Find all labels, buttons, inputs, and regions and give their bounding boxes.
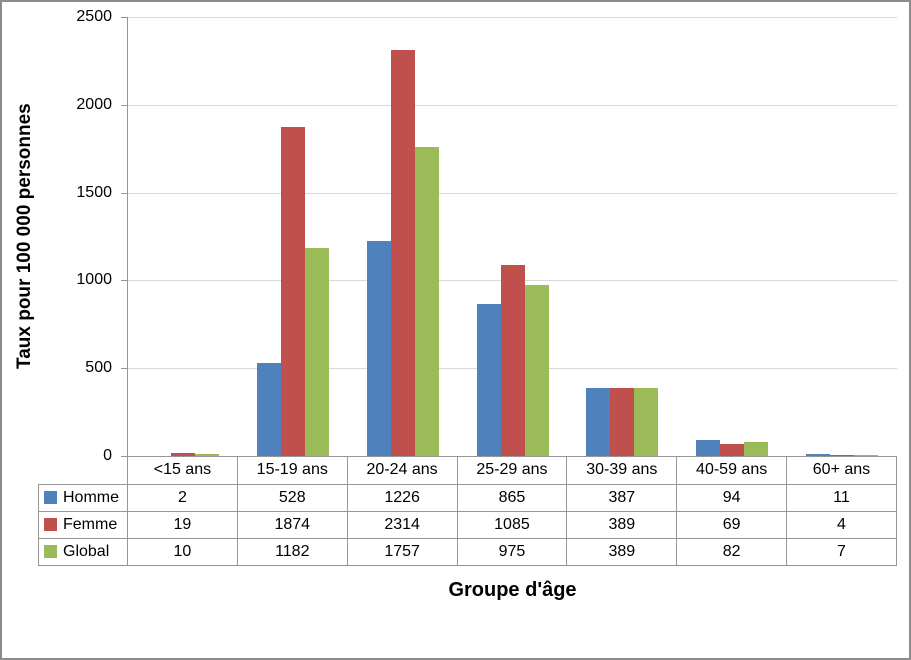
bar-homme-60-ans [806,454,831,456]
value-global-15-ans: 10 [127,537,238,566]
value-global-25-29-ans: 975 [456,537,568,566]
table-row-homme: Homme 2 528 1226 865 387 94 11 [38,483,897,512]
bar-homme-15-19-ans [256,363,281,456]
y-tick-mark-500 [121,368,128,370]
table-row-femme: Femme 19 1874 2314 1085 389 69 4 [38,510,897,539]
bar-femme-40-59-ans [720,443,745,456]
category-label-30-39-ans: 30-39 ans [566,456,678,485]
value-femme-40-59-ans: 69 [676,510,788,539]
value-femme-60-ans: 4 [786,510,897,539]
bar-homme-30-39-ans [586,388,611,456]
bar-femme-15-19-ans [280,126,305,456]
bar-homme-25-29-ans [476,304,501,456]
category-label-20-24-ans: 20-24 ans [346,456,458,485]
y-tick-label-500: 500 [85,359,112,377]
bar-femme-30-39-ans [610,387,635,456]
gridline-1500 [128,192,897,194]
value-femme-20-24-ans: 2314 [346,510,458,539]
bar-global-30-39-ans [634,387,659,456]
bar-homme-15-ans [146,455,171,456]
legend-label-homme: Homme [63,488,120,506]
legend-swatch-femme [44,518,57,531]
gridline-2000 [128,104,897,106]
y-axis-line [127,17,128,457]
value-homme-20-24-ans: 1226 [346,483,458,512]
bar-homme-20-24-ans [366,240,391,456]
bar-global-20-24-ans [414,147,439,456]
legend-label-femme: Femme [63,515,118,533]
legend-swatch-global [44,545,57,558]
legend-cell-global: Global [38,537,128,566]
table-corner-empty [39,456,128,484]
bar-global-15-19-ans [304,248,329,456]
y-tick-label-0: 0 [103,447,112,464]
value-homme-40-59-ans: 94 [676,483,788,512]
value-global-30-39-ans: 389 [566,537,678,566]
legend-cell-homme: Homme [38,483,128,512]
bar-homme-40-59-ans [696,439,721,456]
value-global-15-19-ans: 1182 [236,537,348,566]
legend-label-global: Global [63,542,110,560]
y-tick-mark-2500 [121,17,128,18]
category-label-15-19-ans: 15-19 ans [236,456,348,485]
bar-global-40-59-ans [744,441,769,456]
category-label-40-59-ans: 40-59 ans [676,456,788,485]
y-tick-label-1500: 1500 [76,183,112,201]
value-femme-15-ans: 19 [127,510,238,539]
value-femme-30-39-ans: 389 [566,510,678,539]
bar-femme-15-ans [170,452,195,456]
y-axis-title: Taux pour 100 000 personnes [14,103,35,370]
value-homme-30-39-ans: 387 [566,483,678,512]
bar-femme-20-24-ans [390,49,415,456]
y-tick-label-1000: 1000 [76,271,112,289]
bar-global-15-ans [194,454,219,456]
y-tick-mark-1000 [121,280,128,282]
value-femme-25-29-ans: 1085 [456,510,568,539]
value-homme-15-19-ans: 528 [236,483,348,512]
gridline-2500 [128,17,897,18]
bar-femme-25-29-ans [500,265,525,456]
bar-femme-60-ans [830,455,855,456]
data-table: <15 ans 15-19 ans 20-24 ans 25-29 ans 30-39 … [38,456,897,566]
value-homme-25-29-ans: 865 [456,483,568,512]
table-row-global: Global 10 1182 1757 975 389 82 7 [38,537,897,566]
bar-global-60-ans [854,454,879,456]
y-tick-mark-2000 [121,104,128,106]
y-tick-label-2000: 2000 [76,95,112,113]
x-axis-title: Groupe d'âge [448,579,577,601]
value-global-60-ans: 7 [786,537,897,566]
category-label-15-ans: <15 ans [127,456,238,485]
value-homme-15-ans: 2 [127,483,238,512]
value-homme-60-ans: 11 [786,483,897,512]
y-tick-mark-0 [121,456,128,457]
y-tick-mark-1500 [121,192,128,194]
category-label-25-29-ans: 25-29 ans [456,456,568,485]
plot-area [128,17,897,456]
legend-cell-femme: Femme [38,510,128,539]
y-tick-label-2500: 2500 [76,8,112,25]
value-global-20-24-ans: 1757 [346,537,458,566]
value-femme-15-19-ans: 1874 [236,510,348,539]
category-label-60-ans: 60+ ans [786,456,897,485]
legend-swatch-homme [44,491,57,504]
bar-global-25-29-ans [524,284,549,456]
value-global-40-59-ans: 82 [676,537,788,566]
